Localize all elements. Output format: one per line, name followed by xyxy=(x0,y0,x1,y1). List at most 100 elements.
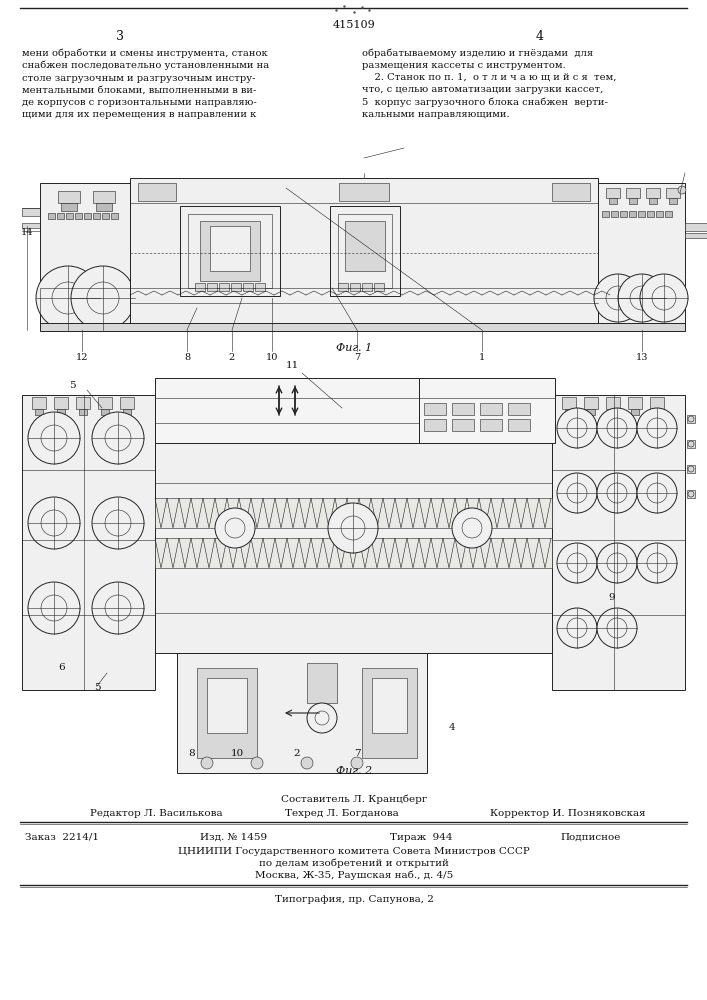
Circle shape xyxy=(28,412,80,464)
Bar xyxy=(231,283,241,291)
Bar xyxy=(611,211,618,217)
Bar xyxy=(350,283,360,291)
Bar xyxy=(552,183,590,201)
Bar xyxy=(480,403,502,415)
Text: мени обработки и смены инструмента, станок
снабжен последовательно установленным: мени обработки и смены инструмента, стан… xyxy=(22,48,269,119)
Circle shape xyxy=(637,473,677,513)
Circle shape xyxy=(597,473,637,513)
Bar xyxy=(653,409,661,415)
Bar xyxy=(362,283,372,291)
Bar xyxy=(243,283,253,291)
Bar xyxy=(665,211,672,217)
Text: 10: 10 xyxy=(266,353,278,362)
Text: 415109: 415109 xyxy=(332,20,375,30)
Bar xyxy=(552,395,685,690)
Text: 2: 2 xyxy=(293,748,300,758)
Bar xyxy=(102,213,109,219)
Bar xyxy=(48,213,55,219)
Bar xyxy=(345,221,385,271)
Text: 2: 2 xyxy=(229,353,235,362)
Text: Редактор Л. Василькова: Редактор Л. Василькова xyxy=(90,809,223,818)
Bar xyxy=(98,397,112,409)
Text: Корректор И. Позняковская: Корректор И. Позняковская xyxy=(490,809,645,818)
Bar xyxy=(372,678,407,733)
Circle shape xyxy=(307,703,337,733)
Bar xyxy=(606,188,620,198)
Bar xyxy=(54,397,68,409)
Bar xyxy=(687,440,695,448)
Bar xyxy=(424,419,446,431)
Text: обрабатываемому изделию и гнёздами  для
размещения кассеты с инструментом.
    2: обрабатываемому изделию и гнёздами для р… xyxy=(362,48,617,119)
Circle shape xyxy=(28,582,80,634)
Bar xyxy=(338,214,392,288)
Bar xyxy=(587,409,595,415)
Bar xyxy=(638,211,645,217)
Text: 8: 8 xyxy=(189,748,195,758)
Bar xyxy=(650,397,664,409)
Bar xyxy=(130,178,598,328)
Circle shape xyxy=(597,543,637,583)
Bar xyxy=(609,198,617,204)
Circle shape xyxy=(71,266,135,330)
Bar xyxy=(57,213,64,219)
Circle shape xyxy=(92,497,144,549)
Bar xyxy=(628,397,642,409)
Text: Типография, пр. Сапунова, 2: Типография, пр. Сапунова, 2 xyxy=(274,895,433,904)
Text: 3: 3 xyxy=(116,29,124,42)
Bar xyxy=(424,403,446,415)
Bar xyxy=(207,283,217,291)
Bar xyxy=(480,419,502,431)
Text: 4: 4 xyxy=(449,724,455,732)
Bar xyxy=(22,223,40,228)
Circle shape xyxy=(92,412,144,464)
Bar xyxy=(66,213,73,219)
Bar xyxy=(687,490,695,498)
Bar xyxy=(120,397,134,409)
Bar xyxy=(598,183,685,328)
Bar xyxy=(155,498,552,528)
Bar xyxy=(40,288,130,328)
Bar xyxy=(200,221,260,281)
Text: Москва, Ж-35, Раушская наб., д. 4/5: Москва, Ж-35, Раушская наб., д. 4/5 xyxy=(255,871,453,880)
Text: Изд. № 1459: Изд. № 1459 xyxy=(200,833,267,842)
Circle shape xyxy=(678,186,686,194)
Bar xyxy=(57,409,65,415)
Text: 13: 13 xyxy=(636,353,648,362)
Bar xyxy=(646,188,660,198)
Bar xyxy=(452,419,474,431)
Circle shape xyxy=(351,757,363,769)
Text: Составитель Л. Кранцберг: Составитель Л. Кранцберг xyxy=(281,795,427,804)
Bar xyxy=(195,283,205,291)
Text: 8: 8 xyxy=(184,353,190,362)
Circle shape xyxy=(557,408,597,448)
Text: 12: 12 xyxy=(76,353,88,362)
Bar xyxy=(177,653,427,773)
Bar xyxy=(685,233,707,238)
Bar xyxy=(155,443,552,653)
Bar xyxy=(138,183,176,201)
Bar xyxy=(339,183,389,201)
Bar xyxy=(40,323,685,331)
Bar xyxy=(508,403,530,415)
Bar xyxy=(669,198,677,204)
Text: Техред Л. Богданова: Техред Л. Богданова xyxy=(285,809,399,818)
Bar xyxy=(210,226,250,271)
Bar xyxy=(32,397,46,409)
Text: 4: 4 xyxy=(536,29,544,42)
Bar xyxy=(101,409,109,415)
Circle shape xyxy=(618,274,666,322)
Bar xyxy=(606,397,620,409)
Bar xyxy=(626,188,640,198)
Bar xyxy=(93,191,115,203)
Text: 6: 6 xyxy=(59,664,65,672)
Bar xyxy=(22,208,40,216)
Bar xyxy=(631,409,639,415)
Circle shape xyxy=(301,757,313,769)
Circle shape xyxy=(594,274,642,322)
Circle shape xyxy=(215,508,255,548)
Bar xyxy=(419,378,555,443)
Bar xyxy=(180,206,280,296)
Bar xyxy=(75,213,82,219)
Bar xyxy=(123,409,131,415)
Bar xyxy=(40,183,130,328)
